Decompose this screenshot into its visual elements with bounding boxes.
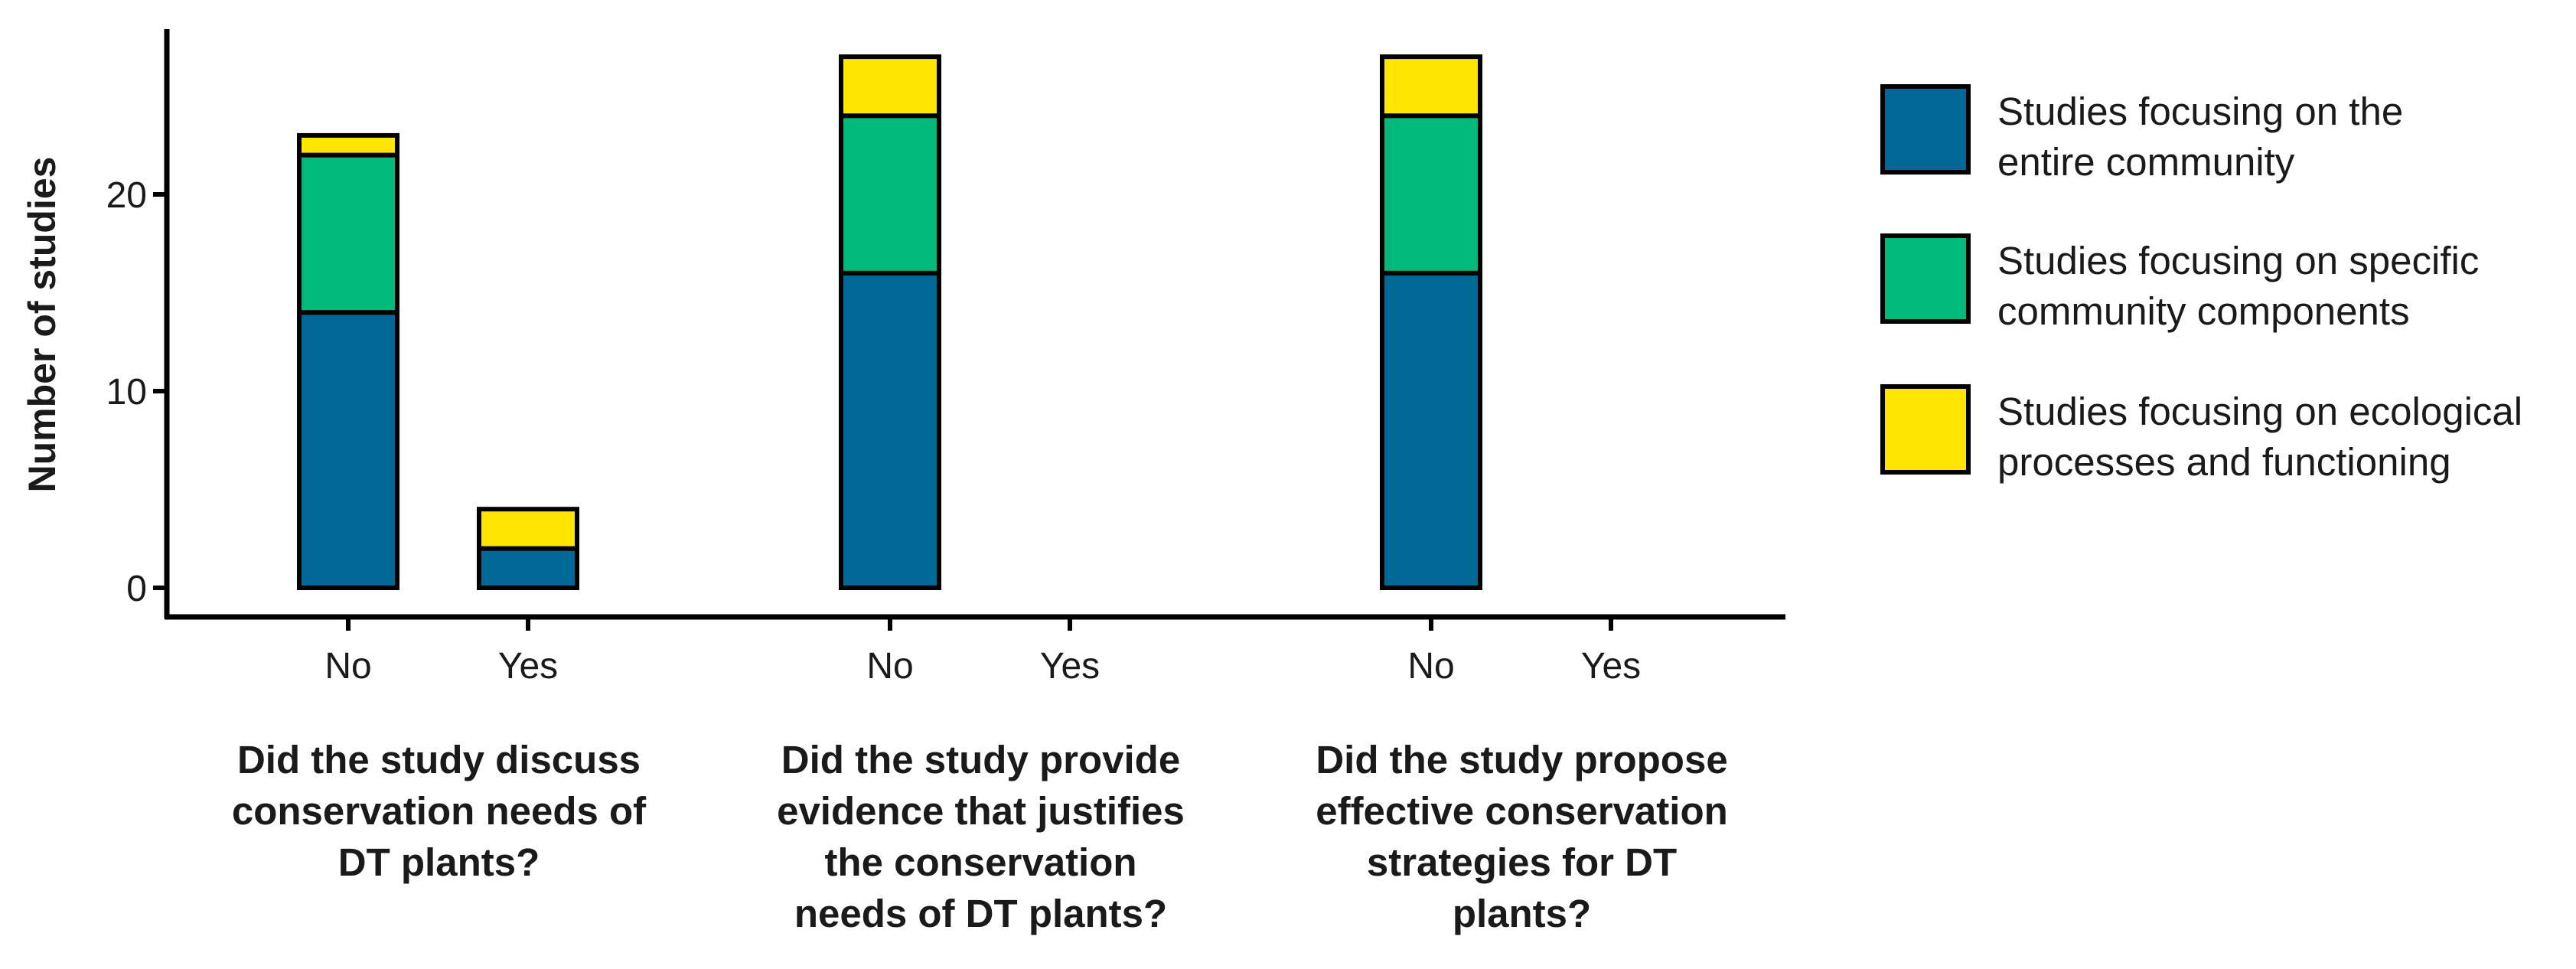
- group-title-line: evidence that justifies: [777, 789, 1185, 833]
- group-title-line: the conservation: [824, 840, 1136, 884]
- bar-segment-processes-g3-no: [1380, 54, 1482, 119]
- x-tick-label-no: No: [324, 646, 371, 687]
- bar-segment-components-g2-no: [839, 113, 941, 276]
- legend-label-line: Studies focusing on specific: [1997, 239, 2479, 282]
- bar-segment-processes-g1-no: [297, 132, 399, 158]
- bar-segment-community-g1-yes: [477, 546, 579, 590]
- x-ticks-layer: No Yes No Yes No Yes: [324, 617, 1641, 687]
- legend-swatch-components: [1880, 233, 1971, 324]
- group-titles-layer: Did the study discuss conservation needs …: [232, 738, 1728, 935]
- x-tick-label-yes: Yes: [1581, 646, 1641, 687]
- group-title-line: Did the study propose: [1316, 738, 1727, 781]
- group-title-line: Did the study provide: [781, 738, 1180, 781]
- legend-swatch-community: [1880, 84, 1971, 175]
- bar-segment-community-g3-no: [1380, 270, 1482, 590]
- group-title-line: strategies for DT: [1367, 840, 1677, 884]
- bar-segment-community-g1-no: [297, 310, 399, 590]
- axes-layer: [164, 29, 1785, 620]
- bar-segment-components-g1-no: [297, 152, 399, 315]
- bar-segment-community-g2-no: [839, 270, 941, 590]
- group-title-line: conservation needs of: [232, 789, 647, 833]
- legend-label-community: Studies focusing on the entire community: [1997, 90, 2403, 184]
- y-ticks-layer: 0 10 20: [106, 175, 167, 609]
- y-tick-label: 20: [106, 175, 147, 216]
- legend-label-components: Studies focusing on specific community co…: [1997, 239, 2479, 333]
- x-tick-label-yes: Yes: [1040, 646, 1100, 687]
- group-title-1: Did the study discuss conservation needs …: [232, 738, 647, 884]
- legend-label-line: entire community: [1997, 140, 2295, 184]
- group-title-line: plants?: [1453, 892, 1591, 935]
- bar-segment-processes-g2-no: [839, 54, 941, 119]
- x-tick-label-no: No: [866, 646, 913, 687]
- legend: Studies focusing on the entire communityS…: [1880, 84, 2522, 484]
- legend-label-line: community components: [1997, 289, 2410, 333]
- legend-swatch-processes: [1880, 384, 1971, 475]
- bar-segment-components-g3-no: [1380, 113, 1482, 276]
- x-tick-label-yes: Yes: [498, 646, 558, 687]
- group-title-3: Did the study propose effective conservat…: [1316, 738, 1728, 935]
- y-tick-label: 0: [126, 569, 147, 609]
- group-title-line: effective conservation: [1316, 789, 1728, 833]
- y-axis-title: Number of studies: [21, 157, 64, 493]
- legend-label-line: Studies focusing on ecological: [1997, 390, 2522, 433]
- y-tick-label: 10: [106, 372, 147, 413]
- group-title-line: DT plants?: [338, 840, 540, 884]
- legend-label-line: processes and functioning: [1997, 440, 2451, 484]
- legend-label-processes: Studies focusing on ecological processes …: [1997, 390, 2522, 484]
- group-title-line: needs of DT plants?: [794, 892, 1167, 935]
- legend-label-line: Studies focusing on the: [1997, 90, 2403, 133]
- group-title-2: Did the study provide evidence that justi…: [777, 738, 1185, 935]
- bars-layer: [297, 54, 1482, 590]
- x-tick-label-no: No: [1407, 646, 1454, 687]
- bar-segment-processes-g1-yes: [477, 507, 579, 551]
- group-title-line: Did the study discuss: [237, 738, 641, 781]
